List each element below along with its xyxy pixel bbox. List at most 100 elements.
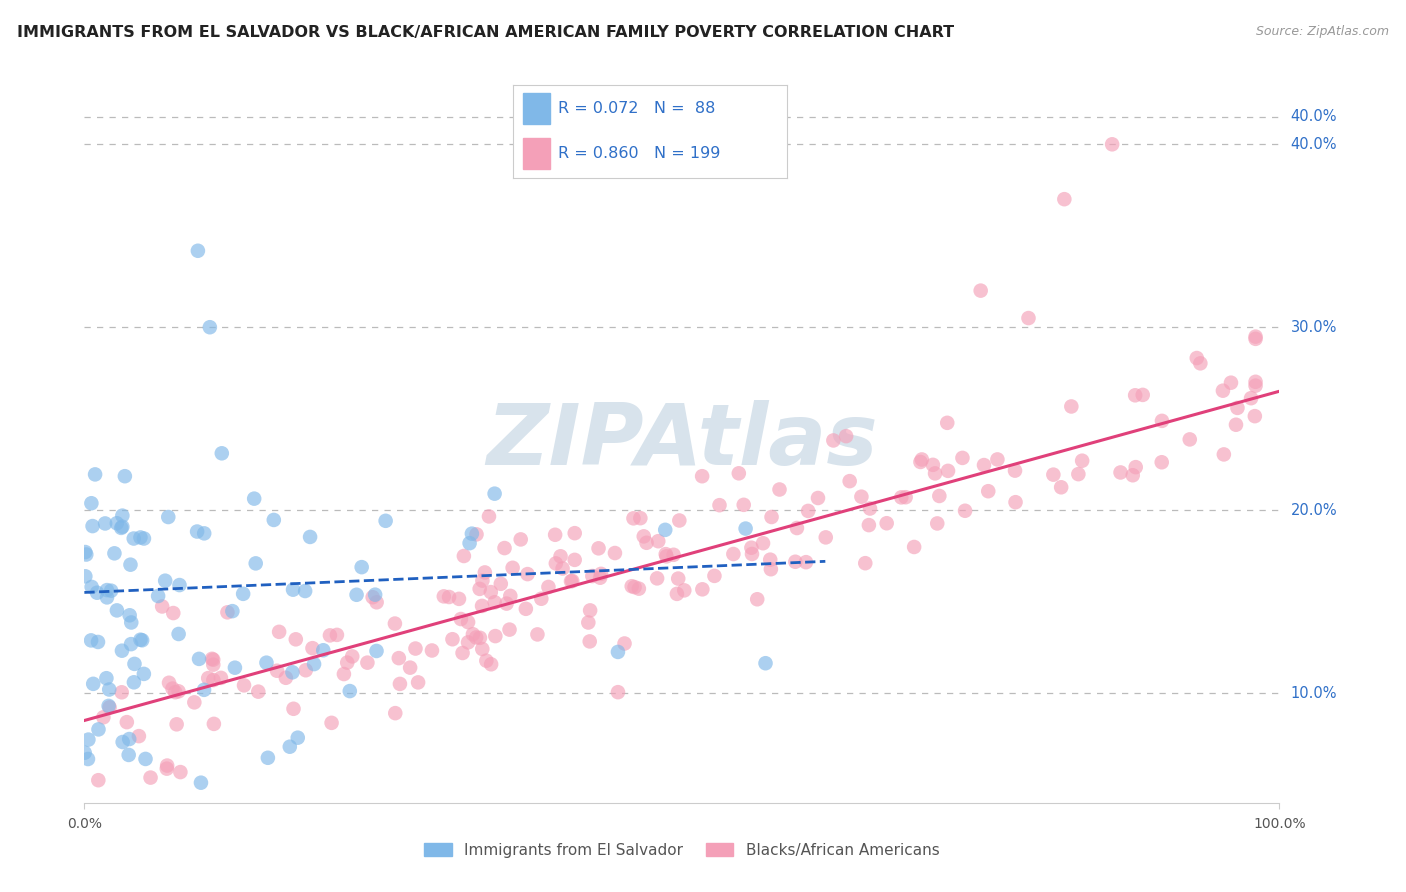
Point [120,558,142,572]
Point [162,681,184,696]
Point [197,671,219,685]
Point [786,521,808,535]
Point [299,530,322,544]
Point [561,574,583,588]
Point [105,516,128,531]
Point [274,671,297,685]
Point [287,731,309,745]
Point [80,496,103,510]
Point [752,536,775,550]
Point [457,635,479,649]
Point [1132,388,1154,402]
Point [122,532,145,546]
Point [484,629,506,643]
Point [283,702,305,716]
Point [876,516,898,531]
Point [93,710,115,724]
Point [550,549,572,564]
Point [77,752,100,766]
Point [835,429,858,443]
Point [202,673,225,687]
Point [461,627,484,641]
Point [77,732,100,747]
Point [157,675,180,690]
Point [936,416,959,430]
Point [564,526,586,541]
Point [1150,414,1173,428]
Point [936,464,959,478]
Point [628,511,651,525]
Point [100,583,122,598]
Point [754,657,776,671]
Point [759,552,782,566]
Point [894,490,917,504]
Point [551,561,574,575]
Point [111,643,134,657]
Point [581,569,603,583]
Point [607,685,630,699]
Point [111,519,134,533]
Point [1243,409,1265,424]
Point [388,651,411,665]
Point [723,547,745,561]
Point [1060,400,1083,414]
Point [433,590,456,604]
Text: 30.0%: 30.0% [1291,319,1337,334]
Point [321,715,343,730]
Point [807,491,830,505]
Point [350,560,373,574]
Point [761,510,783,524]
Point [98,682,121,697]
Text: Source: ZipAtlas.com: Source: ZipAtlas.com [1256,25,1389,38]
Point [1189,356,1212,370]
Point [339,684,361,698]
Point [814,530,837,544]
Point [224,661,246,675]
Point [1212,384,1234,398]
Point [1125,460,1147,475]
Point [484,595,506,609]
Point [560,574,582,589]
Point [245,557,267,571]
Point [202,657,225,672]
Point [794,555,817,569]
Point [198,320,221,334]
Point [132,532,155,546]
Point [662,548,685,562]
Point [333,667,356,681]
Point [193,682,215,697]
Point [284,632,307,647]
Point [1109,466,1132,480]
Point [499,589,522,603]
Point [166,717,188,731]
Point [977,484,1000,499]
Point [692,582,714,597]
Point [1244,329,1267,343]
Point [851,490,873,504]
Point [928,489,950,503]
Point [633,529,655,543]
Point [165,685,187,699]
Point [461,526,484,541]
Point [131,633,153,648]
Point [903,540,925,554]
Point [294,663,316,677]
Point [1244,332,1267,346]
Point [690,469,713,483]
Point [257,751,280,765]
Point [734,522,756,536]
Point [655,549,678,564]
Point [364,588,387,602]
Point [620,579,643,593]
Point [406,675,429,690]
Point [1212,447,1234,461]
Point [263,513,285,527]
Point [471,642,494,657]
Point [544,528,567,542]
Point [484,486,506,500]
Point [232,587,254,601]
Text: 10.0%: 10.0% [1291,686,1337,700]
Point [910,455,932,469]
Point [169,578,191,592]
Point [859,501,882,516]
